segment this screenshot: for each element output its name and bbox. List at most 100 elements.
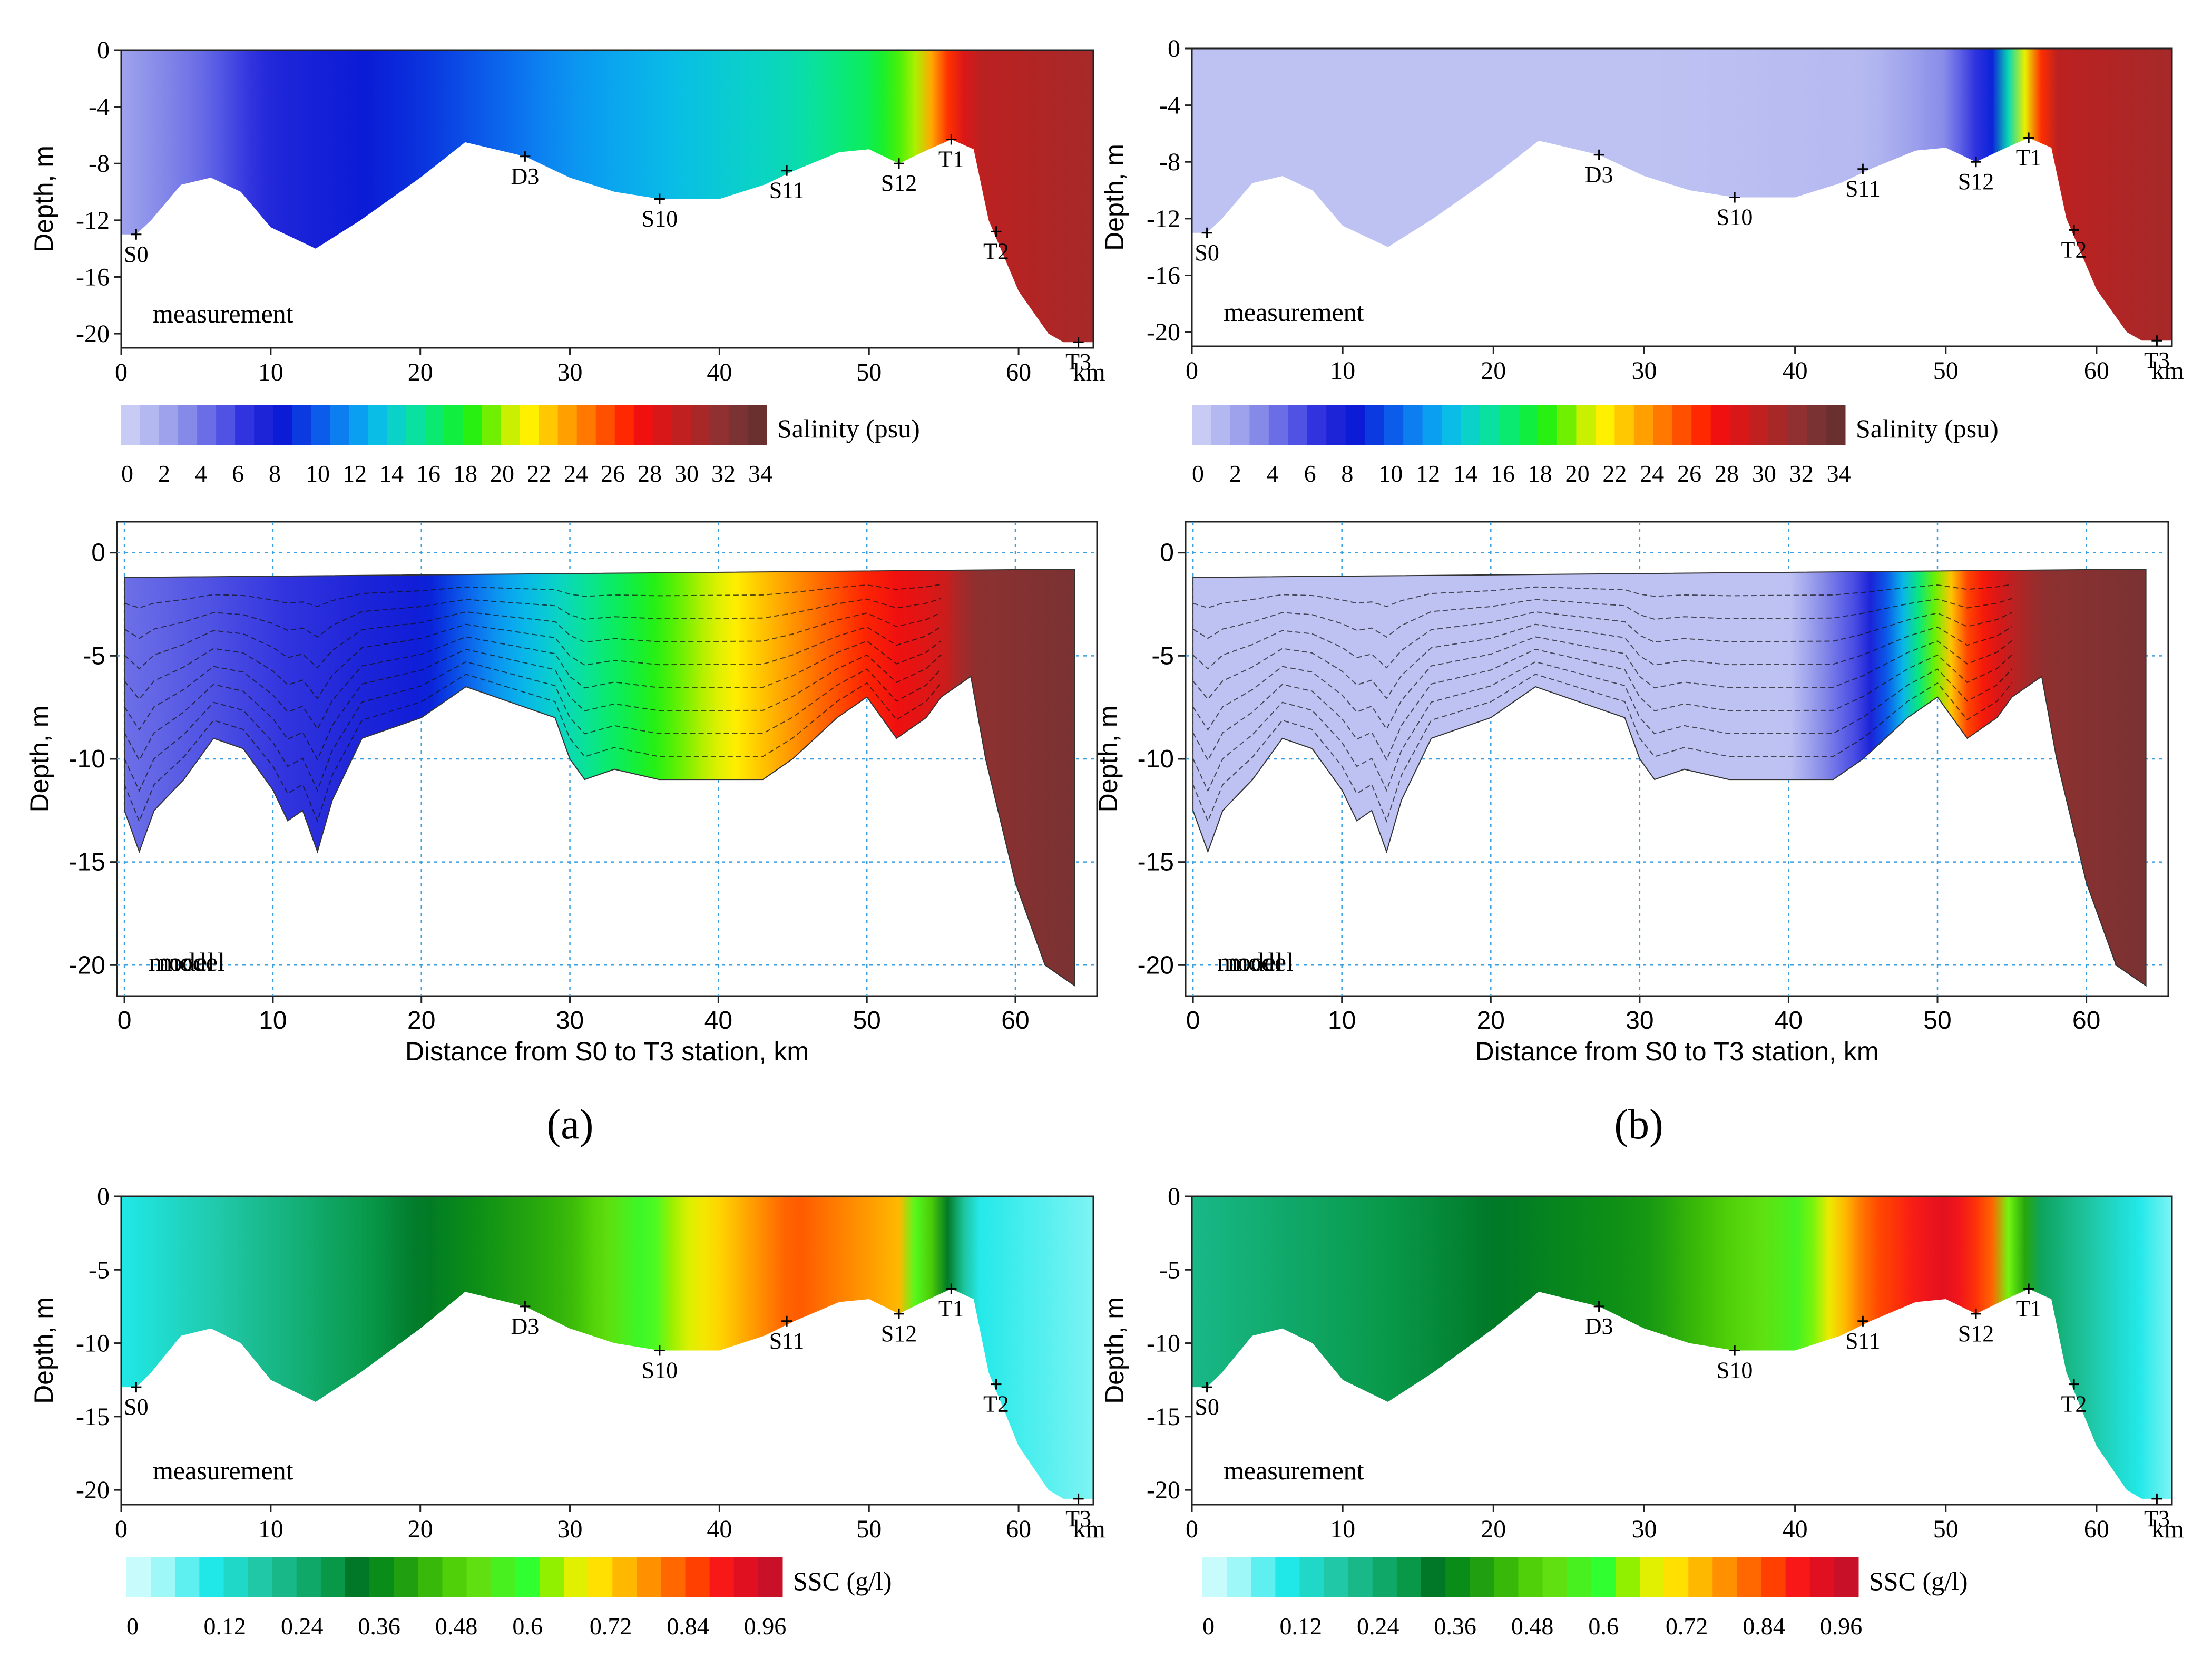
colorbar-tick-label: 20 [490, 460, 514, 487]
y-tick-label: -16 [76, 263, 110, 291]
x-tick-label: 20 [1481, 357, 1506, 385]
colorbar-swatch [690, 405, 710, 445]
colorbar-swatch [1249, 405, 1269, 445]
y-tick-label: -5 [83, 642, 105, 670]
colorbar-tick-label: 12 [342, 460, 367, 487]
colorbar-swatch [1768, 405, 1788, 445]
colorbar-swatch [501, 405, 521, 445]
station-label: S0 [124, 1394, 148, 1420]
sigma-layer-line [124, 636, 942, 731]
y-tick-label: -15 [1138, 848, 1174, 876]
station-label: D3 [511, 1313, 539, 1339]
station-label: T1 [2016, 145, 2042, 171]
y-tick-label: -15 [76, 1403, 110, 1431]
y-tick-label: 0 [1168, 35, 1180, 63]
colorbar-swatch [1421, 1557, 1446, 1597]
colorbar-swatch [1834, 1557, 1859, 1597]
panel-annotation-top: measurement [1224, 1456, 1364, 1485]
colorbar-swatch [387, 405, 406, 445]
colorbar-swatch [273, 405, 292, 445]
station-label: T1 [2016, 1296, 2042, 1322]
colorbar-swatch [747, 405, 767, 445]
x-tick-label: 20 [1477, 1007, 1505, 1035]
colorbar-tick-label: 12 [1416, 460, 1440, 487]
colorbar-swatch [1730, 405, 1750, 445]
station-label: S10 [642, 1358, 678, 1383]
colorbar-tick-label: 2 [1229, 460, 1241, 487]
x-tick-label: 20 [408, 1515, 433, 1543]
x-tick-label: 30 [1631, 357, 1657, 385]
y-tick-label: -20 [69, 951, 105, 979]
colorbar-swatch [685, 1557, 710, 1597]
colorbar-swatch [576, 405, 596, 445]
sigma-layer-line [1192, 674, 2013, 823]
colorbar-tick-label: 18 [453, 460, 477, 487]
colorbar-tick-label: 0.6 [1588, 1613, 1619, 1640]
y-tick-label: 0 [91, 539, 105, 567]
colorbar-swatch [614, 405, 634, 445]
station-label: S10 [642, 206, 678, 232]
y-tick-label: -8 [89, 150, 110, 178]
y-tick-label: -20 [1147, 1476, 1180, 1504]
plot-frame-top [1191, 1195, 2173, 1506]
colorbar-swatch [1787, 405, 1807, 445]
colorbar-swatch [175, 1557, 200, 1597]
x-tick-label: 10 [258, 1515, 283, 1543]
colorbar-swatch [1519, 405, 1538, 445]
colorbar-tick-label: 0 [1202, 1613, 1215, 1640]
x-tick-label: 10 [1328, 1007, 1356, 1035]
station-label: T3 [2144, 347, 2170, 373]
colorbar-swatch [159, 405, 179, 445]
colorbar-swatch [1672, 405, 1692, 445]
colorbar-swatch [444, 405, 464, 445]
colorbar-swatch [369, 1557, 394, 1597]
sigma-layer-line [1192, 661, 2013, 792]
colorbar-swatch [1807, 405, 1827, 445]
colorbar-tick-label: 0.96 [744, 1613, 787, 1640]
colorbar-swatch [1211, 405, 1231, 445]
colorbar-swatch [1615, 1557, 1640, 1597]
panel-annotation-top: measurement [153, 1456, 293, 1485]
x-tick-label: 30 [1626, 1007, 1653, 1035]
y-tick-label: -10 [1138, 745, 1174, 773]
x-unit-label: km [1073, 1515, 1105, 1543]
colorbar-swatch [482, 405, 502, 445]
colorbar-tick-label: 0.12 [1279, 1613, 1322, 1640]
colorbar-swatch [178, 405, 198, 445]
colorbar-swatch [1299, 1557, 1325, 1597]
panel-annotation-top: model [159, 947, 225, 977]
x-tick-label: 60 [2084, 1515, 2109, 1543]
sigma-layer-line [1192, 648, 2012, 762]
colorbar-swatch [216, 405, 236, 445]
colorbar-tick-label: 0.84 [667, 1613, 709, 1640]
y-axis-label: Depth, m [1093, 706, 1123, 813]
colorbar-swatch [1710, 405, 1730, 445]
colorbar-swatch [1737, 1557, 1762, 1597]
sigma-layer-line [1192, 636, 2012, 731]
colorbar-swatch [1348, 1557, 1373, 1597]
colorbar-swatch [151, 1557, 175, 1597]
colorbar-label: SSC (g/l) [793, 1566, 892, 1596]
colorbar-swatch [1688, 1557, 1713, 1597]
colorbar-swatch [311, 405, 330, 445]
colorbar-swatch [539, 405, 559, 445]
colorbar-swatch [1567, 1557, 1592, 1597]
station-label: S0 [1195, 1394, 1219, 1420]
colorbar-swatch [709, 405, 729, 445]
x-tick-label: 50 [1933, 357, 1959, 385]
station-label: S11 [769, 178, 805, 203]
y-tick-label: -16 [1147, 261, 1180, 289]
colorbar-swatch [1557, 405, 1577, 445]
station-label: S10 [1717, 1358, 1753, 1383]
colorbar-swatch [1664, 1557, 1689, 1597]
plot-frame-top [120, 1195, 1094, 1506]
station-label: S12 [881, 1321, 917, 1347]
y-axis-label: Depth, m [1100, 144, 1129, 251]
x-tick-label: 0 [115, 1515, 128, 1543]
y-tick-label: -5 [89, 1256, 110, 1284]
x-tick-label: 30 [1631, 1515, 1657, 1543]
